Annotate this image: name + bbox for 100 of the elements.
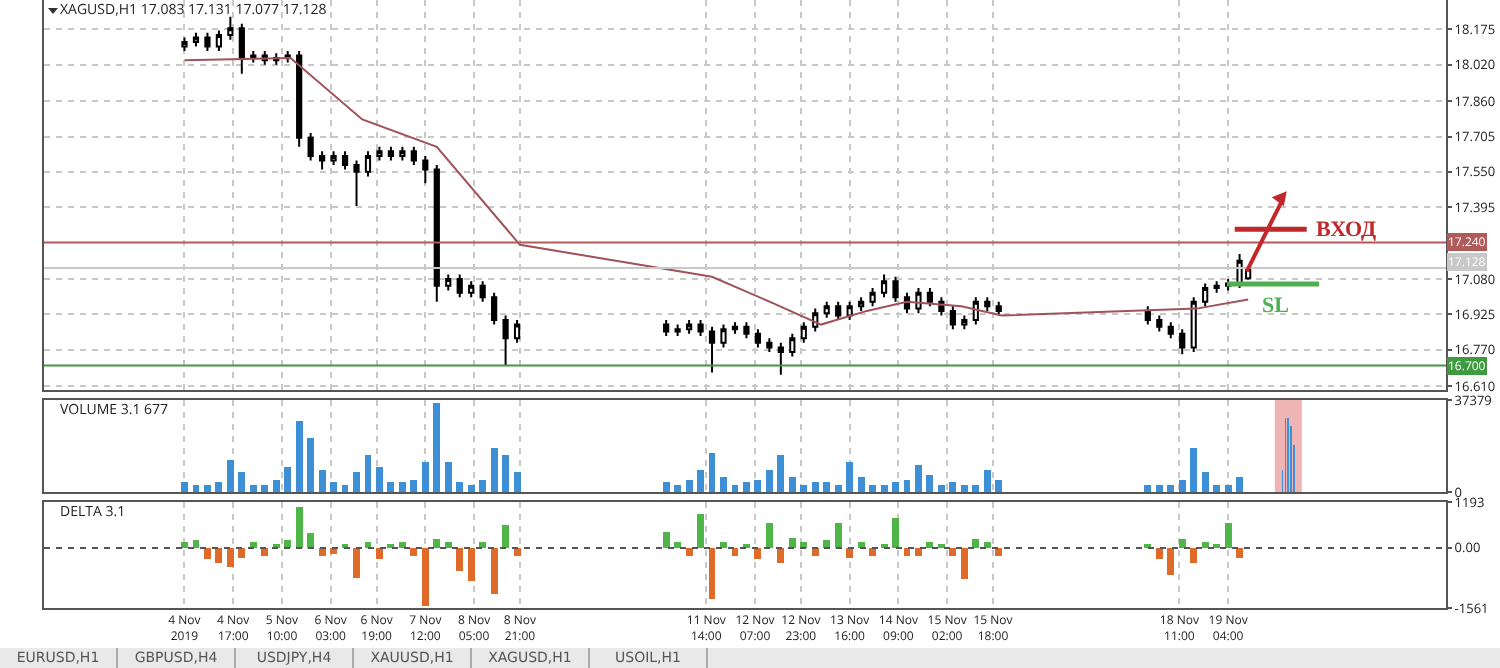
bar [215, 482, 223, 492]
candlestick [995, 300, 1002, 317]
candlestick [364, 150, 372, 178]
bar [238, 472, 246, 492]
bar [318, 469, 326, 492]
candlestick [663, 319, 670, 337]
candlestick [204, 31, 211, 53]
bar [467, 484, 475, 492]
candlestick [410, 145, 417, 167]
candlestick [399, 145, 406, 162]
bar [376, 467, 383, 492]
bar [754, 547, 762, 560]
candlestick [858, 296, 865, 312]
bar [444, 542, 452, 548]
bar [777, 547, 785, 564]
bar [915, 464, 922, 492]
bar [398, 482, 406, 492]
bar [1201, 472, 1209, 492]
bar [788, 537, 796, 548]
bar [1167, 484, 1175, 492]
bar [915, 547, 922, 557]
candlestick [387, 145, 395, 162]
candlestick [869, 287, 876, 308]
bar [330, 482, 338, 492]
candlestick [227, 15, 234, 41]
bar [410, 547, 418, 556]
bar [421, 547, 429, 606]
bar [720, 477, 727, 492]
bar [490, 447, 498, 492]
candlestick [685, 319, 693, 335]
bar [1178, 479, 1186, 492]
bar [1213, 484, 1221, 492]
candlestick [766, 337, 773, 353]
candlestick [502, 314, 509, 367]
bar [479, 479, 487, 492]
bar [479, 542, 487, 548]
bar [1190, 447, 1198, 492]
candlestick [307, 132, 314, 162]
candlestick [835, 300, 842, 322]
bar [800, 484, 808, 492]
bar [376, 547, 383, 560]
candlestick [789, 332, 796, 358]
bar [972, 484, 980, 492]
bar [972, 538, 980, 548]
bar [846, 462, 854, 492]
candlestick [984, 296, 991, 312]
bar [433, 403, 441, 492]
bar [490, 547, 498, 594]
bar [743, 482, 750, 492]
bar [869, 484, 877, 492]
bar [995, 479, 1003, 492]
candlestick [468, 280, 475, 299]
candlestick [892, 275, 899, 303]
bar [960, 547, 968, 580]
candlestick [697, 319, 704, 337]
bar [983, 542, 991, 548]
bar [353, 547, 360, 578]
candlestick [353, 159, 360, 208]
candlestick [330, 150, 337, 167]
bar [295, 507, 303, 548]
bar [203, 547, 211, 560]
candlestick [823, 300, 830, 319]
bar [926, 542, 934, 548]
bar [960, 484, 968, 492]
candlestick [972, 296, 979, 326]
bar [1236, 547, 1244, 559]
bar [880, 484, 888, 492]
bar [892, 517, 899, 548]
candlestick [1179, 328, 1186, 356]
candlestick [181, 36, 188, 53]
bar [834, 484, 842, 492]
bar [662, 482, 670, 492]
candlestick [777, 341, 784, 376]
candlestick [880, 273, 888, 299]
candlestick [926, 287, 934, 308]
bar [857, 477, 865, 492]
bar [181, 542, 188, 548]
candlestick [1190, 296, 1197, 353]
bar [513, 547, 521, 556]
bar [1190, 547, 1198, 564]
bar [421, 462, 429, 492]
bar [410, 479, 418, 492]
bar [261, 484, 269, 492]
candlestick [192, 31, 200, 48]
bar [823, 482, 831, 492]
bar [674, 542, 682, 548]
candlestick [422, 154, 429, 185]
candlestick [1167, 321, 1174, 340]
bar [949, 482, 957, 492]
bar [215, 547, 223, 564]
bar [892, 482, 899, 492]
candlestick [961, 314, 968, 331]
bar [1201, 542, 1209, 548]
bar [811, 482, 819, 492]
bar [869, 547, 877, 556]
bar [226, 547, 234, 568]
bar [467, 547, 475, 582]
bar [272, 479, 280, 492]
bar [261, 547, 269, 556]
bar [444, 462, 452, 492]
